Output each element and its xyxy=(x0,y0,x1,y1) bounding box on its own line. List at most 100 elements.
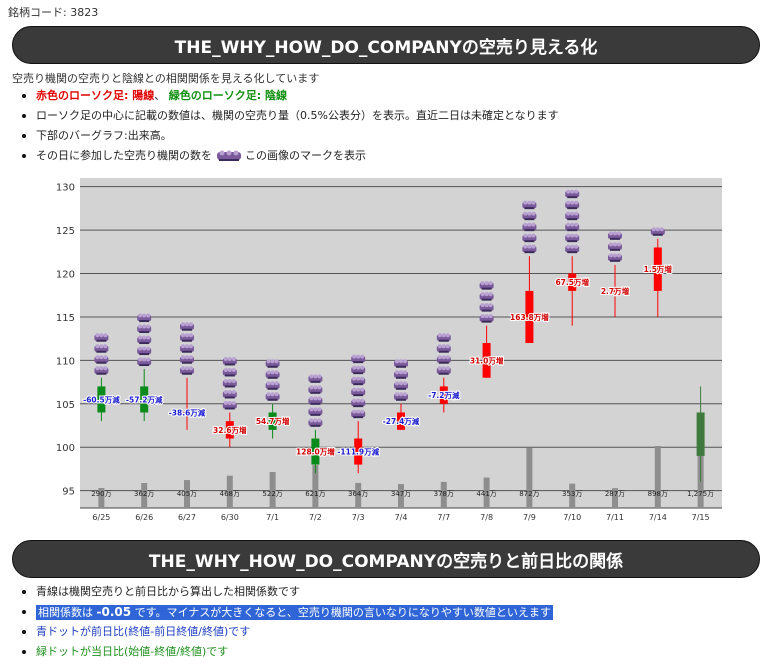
x-tick-label: 6/27 xyxy=(178,513,196,522)
institution-mark-icon xyxy=(608,253,622,262)
volume-label: 364万 xyxy=(348,490,368,498)
volume-label: 898万 xyxy=(648,490,668,498)
stock-code: 銘柄コード: 3823 xyxy=(8,6,99,19)
volume-label: 353万 xyxy=(562,490,582,498)
candle-body xyxy=(183,412,191,414)
volume-bar xyxy=(184,480,190,508)
short-sell-label: 31.0万増 xyxy=(470,355,504,365)
bullet-center-values: ローソク足の中心に記載の数値は、機関の空売り量（0.5%公表分）を表示。直近二日… xyxy=(14,106,559,126)
corr-highlight: 相関係数は -0.05 です。マイナスが大きくなると、空売り機関の言いなりになり… xyxy=(36,605,553,620)
institution-mark-icon xyxy=(565,200,580,210)
short-sell-label: -7.2万減 xyxy=(428,390,460,400)
x-tick-label: 7/15 xyxy=(692,513,710,522)
institution-mark-icon xyxy=(608,242,622,251)
short-sell-label: 32.6万増 xyxy=(213,425,247,435)
bullet-volume: 下部のバーグラフ:出来高。 xyxy=(14,126,559,146)
volume-label: 872万 xyxy=(519,490,539,498)
bullet-corr-value: 相関係数は -0.05 です。マイナスが大きくなると、空売り機関の言いなりになり… xyxy=(14,602,553,622)
short-sell-label: -27.4万減 xyxy=(383,416,420,426)
candle-body xyxy=(525,290,534,343)
x-tick-label: 7/11 xyxy=(606,513,624,522)
institution-mark-icon xyxy=(522,233,537,243)
institution-mark-icon xyxy=(265,381,280,390)
legend-green-candle: 緑色のローソク足: 陰線 xyxy=(168,89,287,102)
institution-mark-icon xyxy=(180,333,194,342)
candle-body xyxy=(482,343,491,378)
legend-separator: 、 xyxy=(154,89,166,102)
volume-bar xyxy=(483,477,490,508)
candle-body xyxy=(397,412,405,430)
institution-mark-icon xyxy=(436,333,451,342)
institution-mark-icon xyxy=(137,313,152,323)
institution-mark-icon xyxy=(180,322,194,331)
candle-body xyxy=(268,412,277,430)
volume-bar xyxy=(569,483,576,508)
x-tick-label: 7/14 xyxy=(649,513,667,522)
institution-mark-icon xyxy=(265,392,280,401)
institution-mark-icon xyxy=(137,324,152,334)
institution-mark-icon xyxy=(522,244,537,254)
institution-mark-icon xyxy=(216,150,241,161)
bullet-mark-before: その日に参加した空売り機関の数を xyxy=(36,149,212,162)
y-tick-label: 125 xyxy=(56,226,75,237)
institution-mark-icon xyxy=(565,189,580,199)
volume-label: 290万 xyxy=(91,490,111,498)
volume-bar xyxy=(654,446,661,508)
short-sell-label: 67.5万増 xyxy=(555,277,589,287)
volume-label: 362万 xyxy=(134,490,154,498)
short-sell-label: -60.5万減 xyxy=(83,394,120,404)
institution-mark-icon xyxy=(565,222,580,232)
institution-mark-icon xyxy=(308,418,323,427)
institution-mark-icon xyxy=(565,244,580,254)
volume-bar xyxy=(526,447,533,508)
y-tick-label: 100 xyxy=(56,443,75,454)
volume-bar xyxy=(98,487,105,508)
institution-mark-icon xyxy=(479,303,494,312)
institution-mark-icon xyxy=(308,374,323,383)
institution-mark-icon xyxy=(94,366,109,375)
corr-value: -0.05 xyxy=(96,605,132,619)
x-tick-label: 6/25 xyxy=(92,513,110,522)
institution-mark-icon xyxy=(479,281,494,290)
institution-mark-icon xyxy=(222,378,237,388)
volume-bar xyxy=(312,465,319,508)
x-tick-label: 7/10 xyxy=(563,513,581,522)
bullet-mark-after: この画像のマークを表示 xyxy=(245,149,366,162)
volume-bar xyxy=(226,475,233,508)
institution-mark-icon xyxy=(265,370,280,379)
bullet-corr-desc: 青線は機関空売りと前日比から算出した相関係数です xyxy=(14,582,553,602)
institution-mark-icon xyxy=(436,366,451,375)
institution-mark-icon xyxy=(436,344,451,353)
x-tick-label: 7/3 xyxy=(352,513,365,522)
section2-bullets: 青線は機関空売りと前日比から算出した相関係数です 相関係数は -0.05 です。… xyxy=(14,582,553,662)
short-sell-label: 2.7万増 xyxy=(601,286,630,296)
institution-mark-icon xyxy=(608,231,622,240)
y-tick-label: 110 xyxy=(56,356,75,367)
institution-mark-icon xyxy=(522,200,537,210)
volume-label: 621万 xyxy=(305,490,325,498)
institution-mark-icon xyxy=(394,392,408,401)
volume-bar xyxy=(398,484,404,508)
institution-mark-icon xyxy=(308,396,323,405)
volume-label: 287万 xyxy=(605,490,625,498)
volume-bar xyxy=(141,483,148,508)
institution-mark-icon xyxy=(308,407,323,416)
institution-mark-icon xyxy=(479,292,494,301)
section2-title-banner: THE_WHY_HOW_DO_COMPANYの空売りと前日比の関係 xyxy=(12,540,760,578)
section1-title: THE_WHY_HOW_DO_COMPANYの空売り見える化 xyxy=(174,37,598,58)
institution-mark-icon xyxy=(522,222,537,232)
volume-bar xyxy=(355,482,362,508)
institution-mark-icon xyxy=(180,355,194,364)
candle-body xyxy=(611,290,619,292)
institution-mark-icon xyxy=(265,359,280,368)
volume-bar xyxy=(440,481,447,508)
section1-description: 空売り機関の空売りと陰線との相関関係を見える化しています xyxy=(12,72,320,85)
corr-prefix: 相関係数は xyxy=(38,606,97,619)
x-tick-label: 6/26 xyxy=(135,513,153,522)
institution-mark-icon xyxy=(351,387,366,397)
institution-mark-icon xyxy=(351,409,366,419)
institution-mark-icon xyxy=(222,400,237,410)
institution-mark-icon xyxy=(351,365,366,375)
institution-mark-icon xyxy=(650,227,665,236)
short-sell-label: -38.6万減 xyxy=(169,407,206,417)
